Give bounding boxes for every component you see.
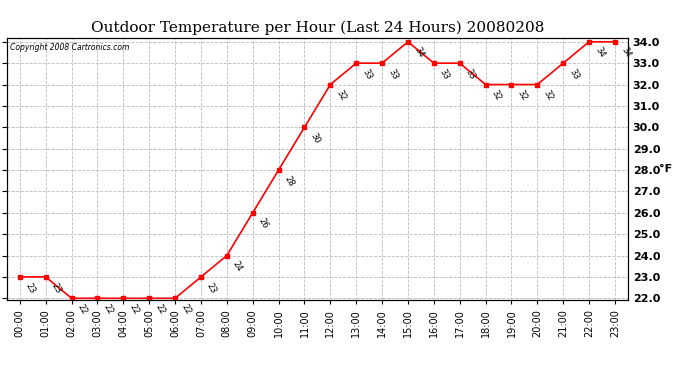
Text: 22: 22 — [101, 303, 115, 316]
Text: 30: 30 — [308, 132, 322, 145]
Text: 32: 32 — [542, 89, 555, 102]
Title: Outdoor Temperature per Hour (Last 24 Hours) 20080208: Outdoor Temperature per Hour (Last 24 Ho… — [90, 21, 544, 35]
Text: 34: 34 — [619, 46, 632, 60]
Text: 28: 28 — [283, 174, 296, 188]
Text: 22: 22 — [179, 303, 193, 316]
Text: 34: 34 — [593, 46, 607, 60]
Text: 32: 32 — [335, 89, 348, 102]
Text: 33: 33 — [360, 68, 373, 81]
Text: 32: 32 — [515, 89, 529, 102]
Text: 33: 33 — [567, 68, 580, 81]
Text: Copyright 2008 Cartronics.com: Copyright 2008 Cartronics.com — [10, 43, 130, 52]
Text: 24: 24 — [231, 260, 244, 273]
Text: 33: 33 — [386, 68, 400, 81]
Text: 26: 26 — [257, 217, 270, 231]
Text: 33: 33 — [464, 68, 477, 81]
Text: 32: 32 — [490, 89, 503, 102]
Text: 23: 23 — [24, 281, 37, 295]
Text: 23: 23 — [50, 281, 63, 295]
Text: 22: 22 — [153, 303, 166, 316]
Y-axis label: °F: °F — [659, 164, 672, 174]
Text: 34: 34 — [412, 46, 425, 60]
Text: 22: 22 — [76, 303, 89, 316]
Text: 22: 22 — [128, 303, 141, 316]
Text: 23: 23 — [205, 281, 218, 295]
Text: 33: 33 — [438, 68, 451, 81]
